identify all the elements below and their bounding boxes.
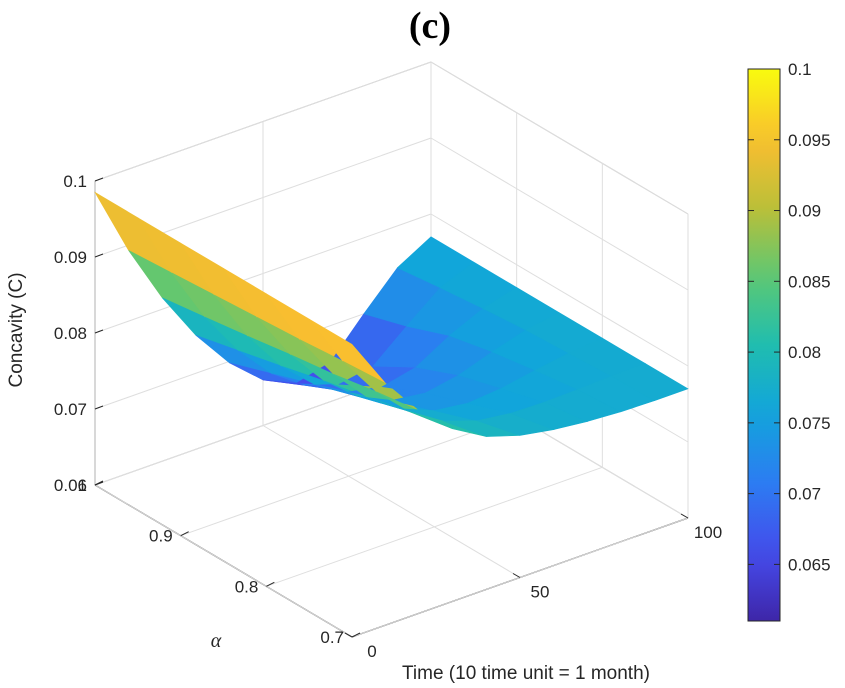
z-tick-label: 0.09	[54, 248, 87, 267]
alpha-tick-mark	[266, 581, 275, 587]
z-tick-label: 0.06	[54, 476, 87, 495]
time-tick-label: 100	[694, 523, 722, 542]
time-tick-label: 50	[531, 583, 550, 602]
surface-mesh	[94, 191, 689, 437]
time-tick-mark	[512, 573, 521, 578]
z-tick-label: 0.07	[54, 400, 87, 419]
z-axis-label: Concavity (C)	[6, 272, 27, 387]
colorbar-tick-label: 0.095	[788, 131, 831, 150]
axis-ticks: 0.06 0.07 0.08 0.09 0.1 0.7 0.8 0.9 1 0 50 100	[54, 172, 722, 661]
z-grid-line	[430, 213, 689, 367]
alpha-tick-label: 0.7	[320, 628, 344, 647]
alpha-tick-label: 0.8	[235, 577, 259, 596]
t-grid-line	[94, 484, 353, 638]
z-grid-line	[430, 137, 689, 291]
z-tick-mark	[94, 405, 104, 410]
surface-patch	[610, 363, 689, 402]
alpha-tick-label: 1	[78, 476, 87, 495]
a-grid-line	[266, 466, 603, 587]
z-tick-label: 0.08	[54, 324, 87, 343]
z-tick-mark	[94, 253, 104, 258]
colorbar: 0.065 0.07 0.075 0.08 0.085 0.09 0.095 0.1	[747, 60, 831, 622]
colorbar-tick-label: 0.085	[788, 272, 831, 291]
y-axis-label: α	[211, 630, 222, 652]
panel-label: (c)	[409, 5, 451, 47]
t-grid-line	[262, 425, 521, 578]
a-grid-line	[180, 416, 517, 537]
alpha-tick-mark	[180, 531, 189, 537]
z-tick-label: 0.1	[63, 172, 87, 191]
colorbar-tick-label: 0.07	[788, 485, 821, 504]
z-grid-line	[430, 61, 689, 215]
alpha-tick-mark	[351, 632, 361, 638]
colorbar-tick-label: 0.09	[788, 202, 821, 221]
x-axis-label: Time (10 time unit = 1 month)	[402, 663, 650, 684]
z-tick-mark	[94, 177, 104, 182]
colorbar-tick-label: 0.08	[788, 343, 821, 362]
colorbar-tick-label: 0.1	[788, 60, 812, 79]
alpha-tick-label: 0.9	[149, 527, 173, 546]
z-tick-mark	[94, 329, 104, 334]
time-tick-mark	[680, 513, 689, 519]
colorbar-bar	[747, 68, 781, 622]
colorbar-tick-label: 0.065	[788, 555, 831, 574]
alpha-tick-mark	[94, 480, 104, 486]
time-tick-mark	[344, 632, 353, 638]
time-tick-label: 0	[367, 642, 376, 661]
colorbar-tick-label: 0.075	[788, 414, 831, 433]
